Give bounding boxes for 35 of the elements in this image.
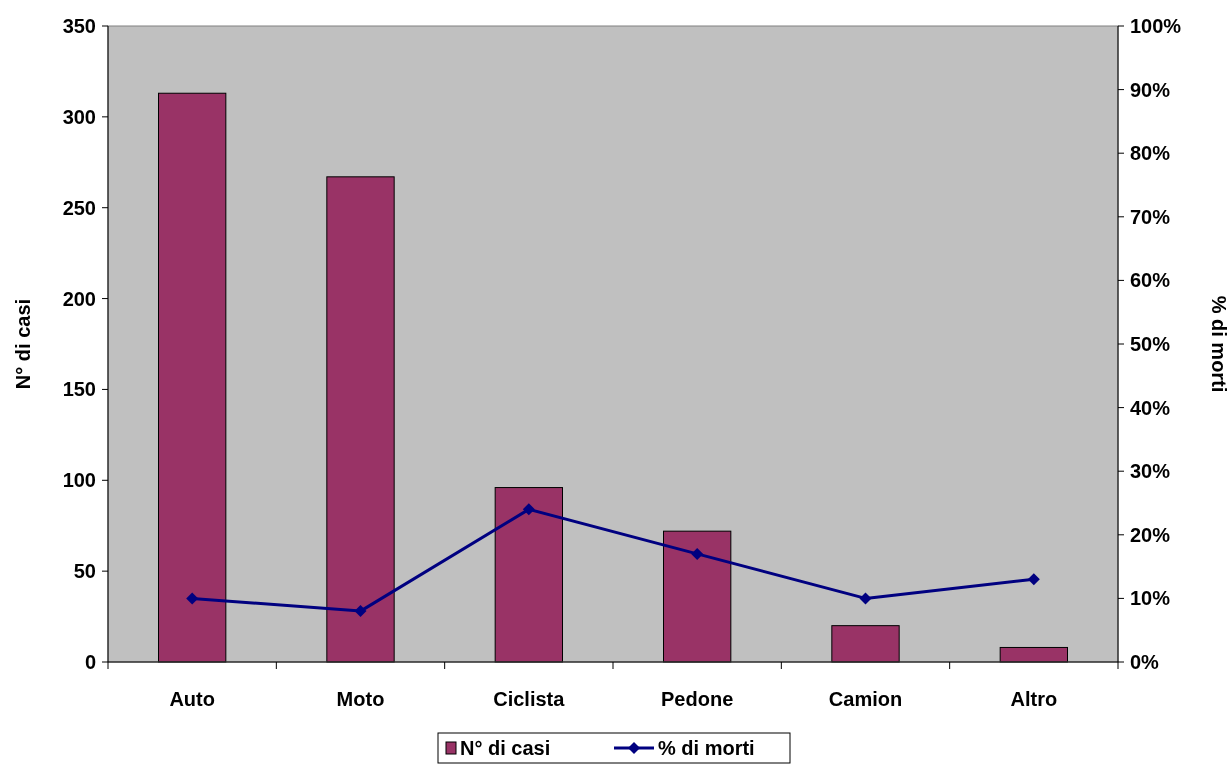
point <box>186 592 199 605</box>
point <box>1027 573 1040 586</box>
y-tick-label: 100 <box>62 469 96 492</box>
point <box>691 547 704 560</box>
y-tick-label: 200 <box>62 287 96 310</box>
point <box>859 592 872 605</box>
y2-tick-label: 70% <box>1130 205 1171 228</box>
y-tick-label: 150 <box>62 378 96 401</box>
y2-tick-label: 40% <box>1130 396 1171 419</box>
y2-tick-label: 20% <box>1130 523 1171 546</box>
y-tick-label: 50 <box>73 560 96 583</box>
x-tick-label: Pedone <box>661 688 734 710</box>
y-tick-label: 300 <box>62 105 96 128</box>
y2-tick-label: 80% <box>1130 142 1171 165</box>
y2-axis-title: % di morti <box>1208 295 1230 393</box>
y2-tick-label: 90% <box>1130 78 1171 101</box>
x-tick-label: Moto <box>336 688 385 710</box>
y2-tick-label: 30% <box>1130 460 1171 483</box>
y2-tick-label: 0% <box>1130 651 1160 673</box>
y-axis-title: N° di casi <box>12 298 34 390</box>
y2-tick-label: 60% <box>1130 269 1171 292</box>
y2-tick-label: 50% <box>1130 333 1171 355</box>
x-tick-label: Altro <box>1010 688 1058 710</box>
x-tick-label: Camion <box>828 688 903 710</box>
y2-tick-label: 10% <box>1130 587 1171 610</box>
x-tick-label: Auto <box>169 688 215 710</box>
x-tick-label: Ciclista <box>493 688 566 710</box>
y2-tick-label: 100% <box>1130 15 1182 37</box>
point <box>354 605 367 618</box>
y-tick-label: 250 <box>62 196 96 219</box>
y-tick-label: 0 <box>84 651 96 673</box>
point <box>522 503 535 516</box>
legend-label: % di morti <box>658 737 755 759</box>
legend-label: N° di casi <box>460 737 551 759</box>
y-tick-label: 350 <box>62 15 96 37</box>
